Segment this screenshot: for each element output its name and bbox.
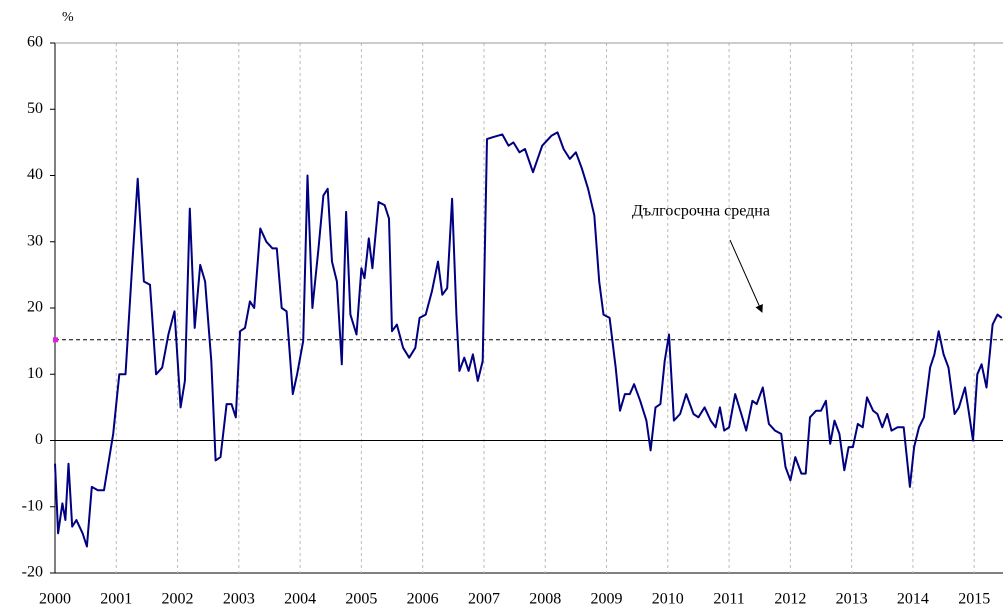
y-tick-label: 40 <box>27 166 43 183</box>
x-tick-label: 2010 <box>652 591 684 608</box>
y-tick-label: 60 <box>27 34 43 51</box>
average-marker <box>53 337 58 343</box>
x-tick-label: 2001 <box>100 591 132 608</box>
x-tick-label: 2008 <box>529 591 561 608</box>
x-tick-label: 2006 <box>407 591 439 608</box>
y-tick-label: 0 <box>35 431 43 448</box>
y-tick-label: 10 <box>27 365 43 382</box>
x-tick-label: 2015 <box>958 591 990 608</box>
annotation: Дългосрочна средна <box>632 203 770 220</box>
x-tick-label: 2014 <box>897 591 929 608</box>
x-tick-label: 2013 <box>836 591 868 608</box>
x-tick-label: 2012 <box>774 591 806 608</box>
x-tick-label: 2002 <box>162 591 194 608</box>
x-tick-label: 2004 <box>284 591 316 608</box>
annotation-arrow <box>729 239 763 313</box>
y-tick-label: -20 <box>22 564 43 581</box>
y-tick-label: 50 <box>27 100 43 117</box>
y-axis-label: % <box>62 10 74 25</box>
x-tick-label: 2005 <box>345 591 377 608</box>
y-tick-label: 30 <box>27 232 43 249</box>
x-tick-label: 2009 <box>591 591 623 608</box>
x-tick-label: 2003 <box>223 591 255 608</box>
x-tick-label: 2007 <box>468 591 500 608</box>
y-tick-label: 20 <box>27 299 43 316</box>
x-tick-label: 2000 <box>39 591 71 608</box>
y-tick-label: -10 <box>22 497 43 514</box>
line-series <box>54 131 1003 548</box>
x-tick-label: 2011 <box>713 591 744 608</box>
